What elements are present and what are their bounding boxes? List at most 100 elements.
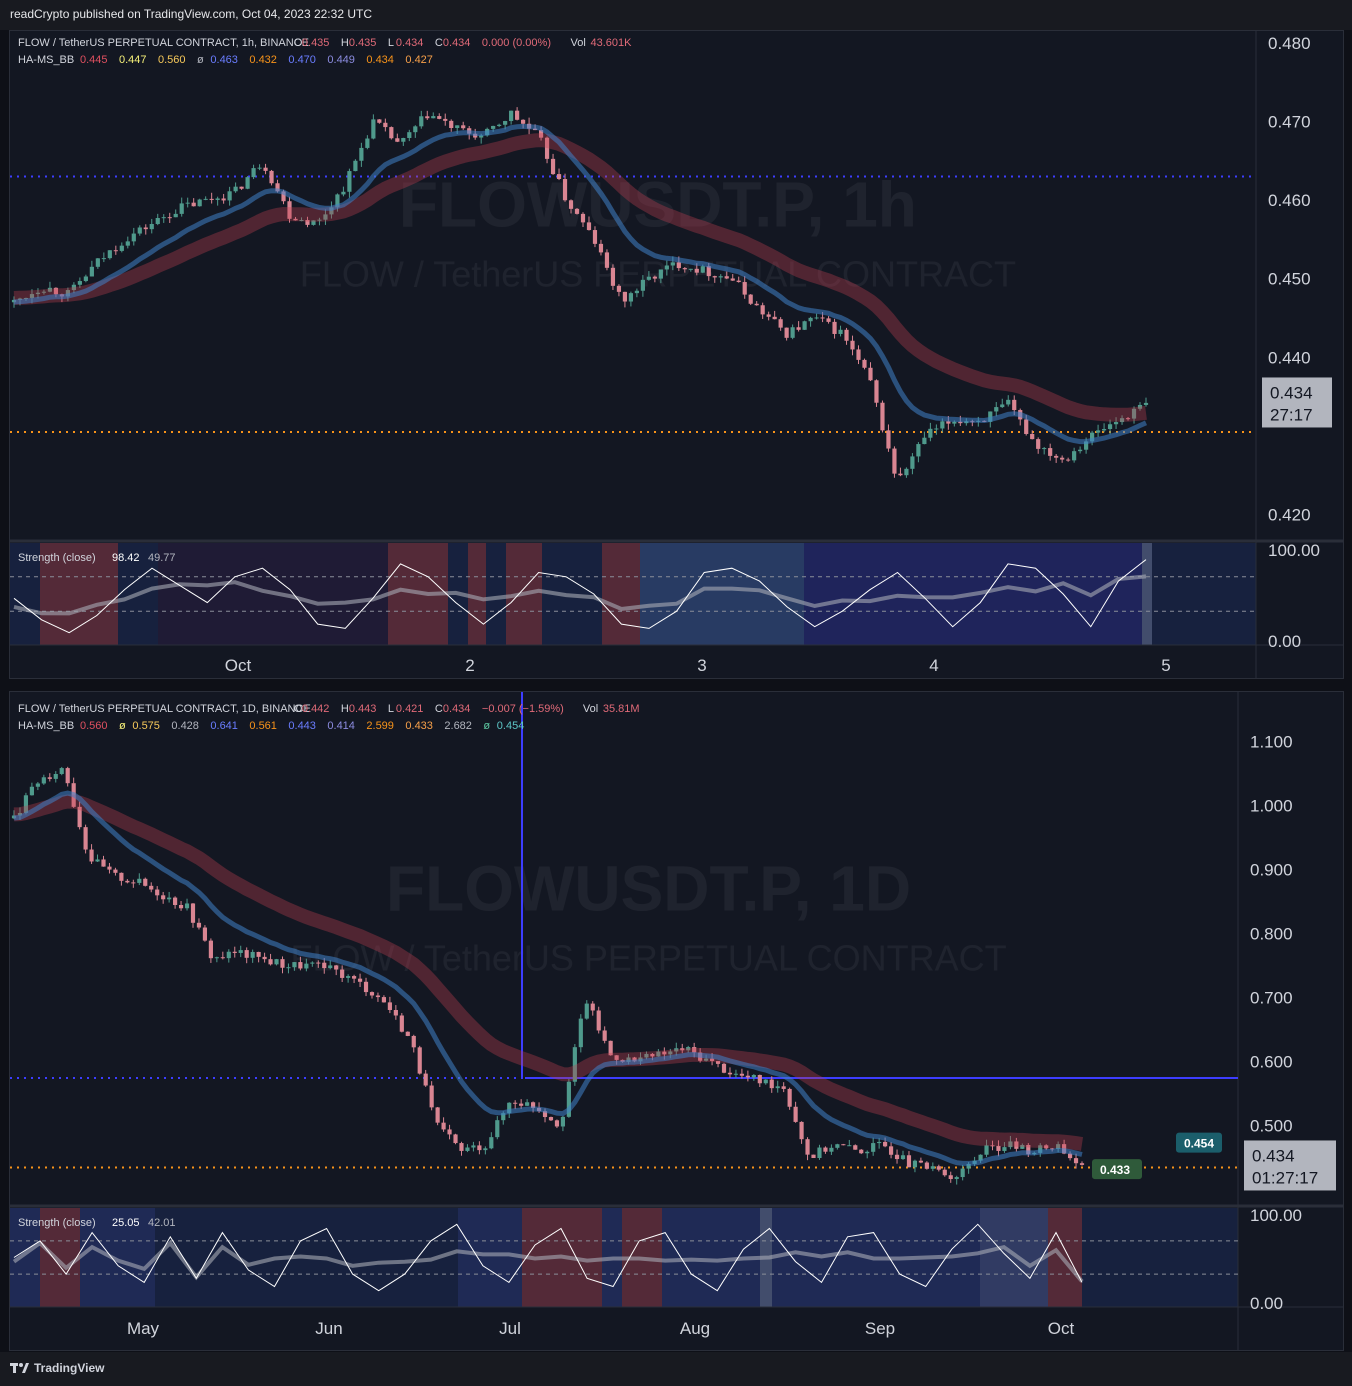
candle-body (477, 1145, 482, 1151)
indicator-value: 0.443 (288, 720, 316, 732)
candle-body (375, 995, 381, 998)
candle-body (954, 1177, 959, 1180)
candle-body (149, 224, 154, 230)
candle-body (347, 171, 352, 192)
strength-tick-label: 0.00 (1268, 632, 1301, 651)
candle-body (447, 1129, 452, 1135)
daily-chart-panel[interactable]: FLOWUSDT.P, 1D FLOW / TetherUS PERPETUAL … (9, 691, 1344, 1351)
indicator-value: 0.454 (497, 720, 525, 732)
candle-body (113, 250, 118, 252)
candle-body (441, 1122, 446, 1130)
indicator-value: 0.561 (249, 720, 277, 732)
candle-body (775, 1086, 780, 1089)
candle-body (479, 135, 484, 138)
price-tick-label: 0.900 (1250, 860, 1293, 879)
strength-band (40, 1208, 80, 1307)
candle-body (83, 827, 88, 850)
strength-band (40, 543, 118, 645)
candle-body (317, 219, 322, 221)
candle-body (305, 220, 310, 225)
indicator-label: HA-MS_BB (18, 54, 74, 66)
candle-body (17, 812, 23, 816)
candle-body (167, 217, 172, 219)
candle-body (934, 428, 939, 430)
candle-body (739, 1073, 744, 1076)
candle-body (652, 276, 657, 279)
price-tick-label: 1.100 (1250, 733, 1293, 752)
candle-body (89, 849, 94, 862)
candle-body (23, 297, 29, 299)
candle-body (550, 158, 556, 175)
strength-band (468, 543, 486, 645)
ohlc-key: C (435, 703, 443, 715)
candle-body (125, 880, 130, 883)
candle-body (1000, 404, 1005, 408)
candle-body (131, 882, 136, 884)
candle-body (826, 318, 831, 322)
candle-body (680, 1048, 685, 1051)
candle-body (936, 1166, 941, 1170)
candle-body (483, 1148, 488, 1151)
candle-body (736, 280, 741, 283)
daily-chart[interactable]: FLOWUSDT.P, 1D FLOW / TetherUS PERPETUAL … (10, 692, 1343, 1350)
candle-body (35, 292, 41, 295)
ohlc-key: O (294, 703, 303, 715)
candle-body (340, 969, 345, 978)
candle-body (214, 957, 219, 959)
candle-body (888, 1146, 894, 1155)
candle-body (101, 859, 106, 867)
candle-body (940, 421, 945, 429)
candle-body (178, 904, 184, 909)
candle-body (1137, 404, 1143, 409)
candle-body (455, 125, 460, 129)
candle-body (530, 1102, 536, 1108)
ohlc-value: 0.435 (349, 37, 377, 49)
candle-body (632, 1057, 637, 1062)
strength-tick-label: 100.00 (1250, 1206, 1302, 1225)
ohlc-key: L (388, 37, 394, 49)
candle-body (742, 282, 747, 295)
candle-body (137, 227, 142, 234)
strength-band (10, 1208, 40, 1307)
candle-body (838, 329, 843, 334)
candle-body (650, 1053, 655, 1057)
candle-body (670, 262, 675, 266)
candle-body (429, 1085, 434, 1108)
candle-body (674, 1048, 679, 1052)
candle-body (616, 285, 622, 292)
candle-body (521, 119, 526, 124)
candle-body (381, 997, 387, 1003)
candle-body (435, 1107, 440, 1123)
hourly-chart[interactable]: FLOWUSDT.P, 1h FLOW / TetherUS PERPETUAL … (10, 31, 1343, 678)
candle-body (1024, 419, 1029, 434)
candle-body (996, 1145, 1001, 1151)
candle-body (233, 186, 238, 192)
time-tick-label: Jun (315, 1319, 342, 1338)
candle-body (578, 1018, 583, 1048)
candle-body (757, 1074, 762, 1084)
candle-body (341, 191, 346, 195)
candle-body (437, 116, 442, 119)
candle-body (952, 421, 957, 424)
candle-body (215, 198, 220, 200)
strength-band (10, 543, 40, 645)
candle-body (316, 962, 321, 964)
candle-body (760, 305, 765, 315)
candle-body (299, 220, 304, 222)
ohlc-value: 0.443 (349, 703, 377, 715)
price-tick-label: 0.470 (1268, 112, 1311, 131)
chart-title: FLOW / TetherUS PERPETUAL CONTRACT, 1D, … (18, 703, 311, 715)
candle-body (346, 976, 351, 978)
indicator-tag-lower-label: 0.433 (1100, 1163, 1130, 1177)
candle-body (173, 897, 178, 905)
candle-body (1125, 418, 1131, 420)
candle-body (712, 276, 717, 278)
candle-body (119, 872, 124, 881)
candle-body (77, 281, 82, 285)
ohlc-key: H (341, 37, 349, 49)
candle-body (692, 1047, 697, 1053)
candle-body (910, 456, 915, 469)
hourly-chart-panel[interactable]: FLOWUSDT.P, 1h FLOW / TetherUS PERPETUAL … (9, 30, 1344, 679)
candle-body (425, 116, 430, 119)
candle-body (423, 1073, 428, 1086)
